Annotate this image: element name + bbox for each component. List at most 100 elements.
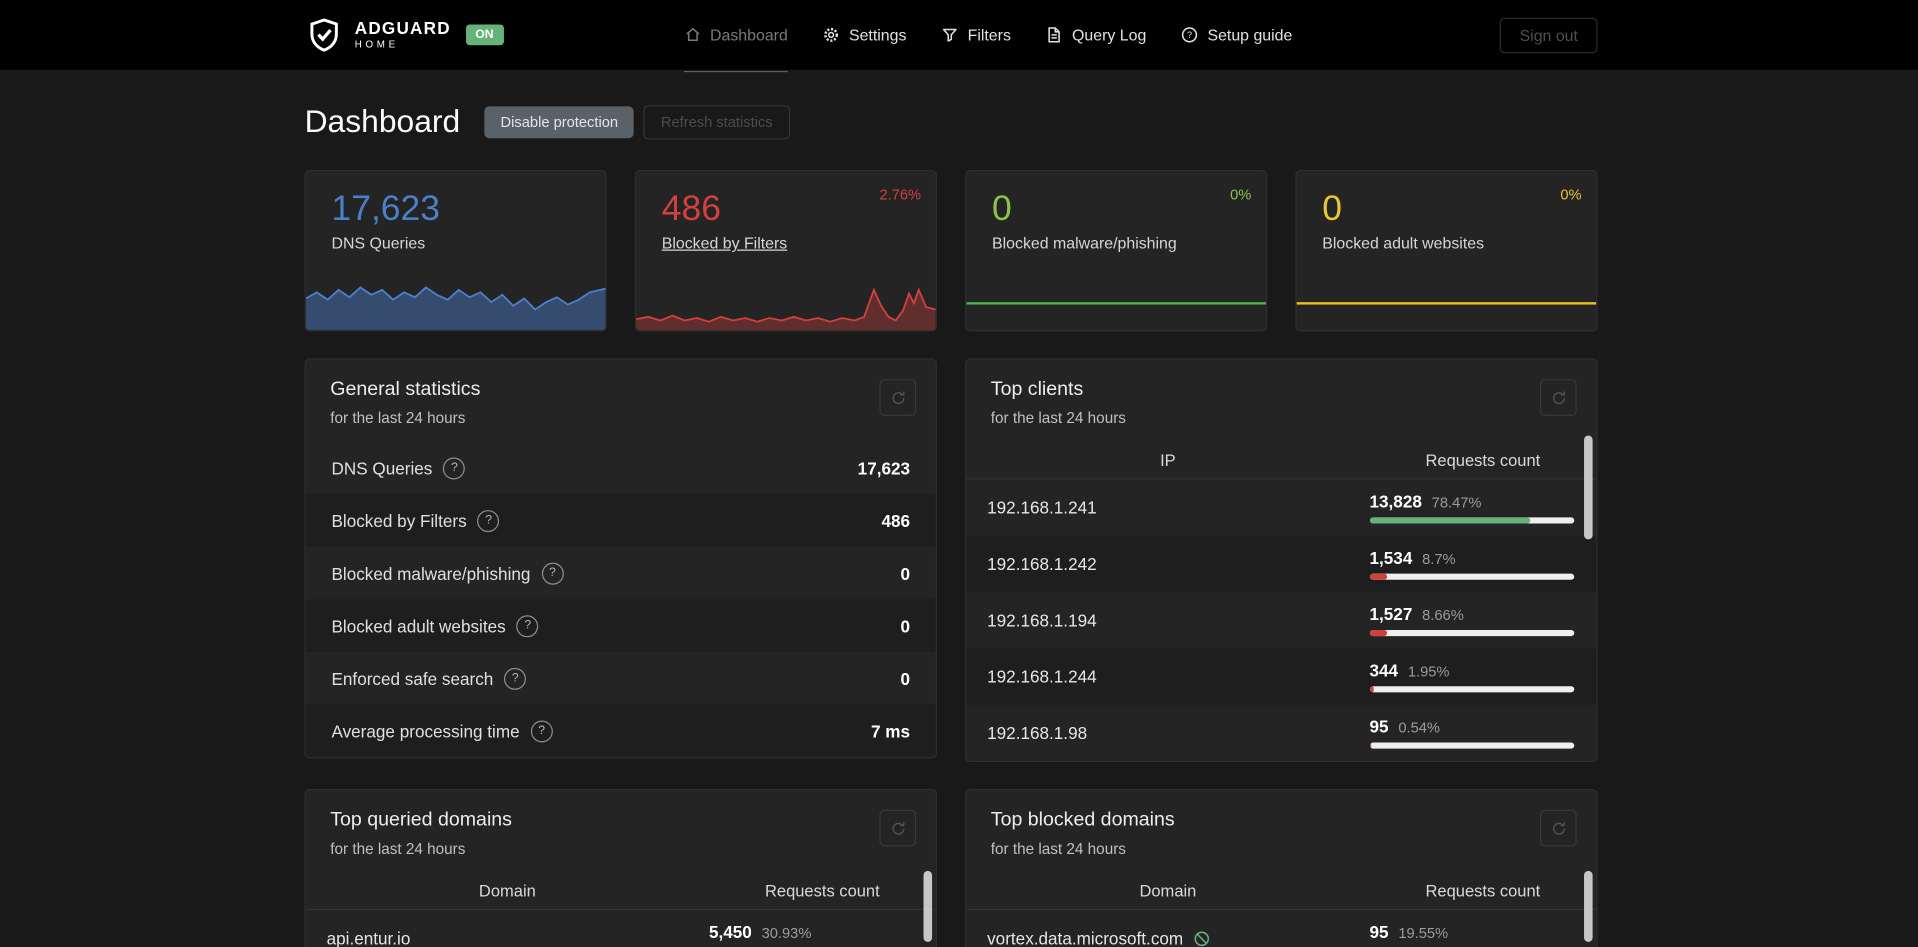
client-ip: 192.168.1.194 [987, 610, 1097, 630]
scrollbar-thumb[interactable] [1584, 870, 1593, 942]
refresh-icon [1552, 390, 1565, 404]
scrollbar-thumb[interactable] [923, 870, 933, 942]
nav-label: Dashboard [710, 25, 788, 45]
stat-card-dns-queries: 17,623 DNS Queries [304, 170, 607, 332]
progress-bar [1369, 742, 1575, 749]
table-row: 192.168.1.241 13,828 78.47% [966, 479, 1596, 535]
main-nav: Dashboard Settings Filters [683, 0, 1293, 73]
domain-name: vortex.data.microsoft.com [987, 928, 1184, 947]
panel-subtitle: for the last 24 hours [330, 409, 466, 427]
top-blocked-domains-table: vortex.data.microsoft.com 95 19.55% [966, 910, 1596, 947]
dns-queries-value: 17,623 [331, 189, 440, 229]
stat-card-blocked-adult: 0% 0 Blocked adult websites [1295, 170, 1598, 332]
progress-bar [1369, 686, 1575, 693]
blocked-filters-link[interactable]: Blocked by Filters [661, 233, 788, 252]
client-ip: 192.168.1.244 [987, 666, 1097, 687]
document-icon [1048, 27, 1061, 43]
filter-funnel-icon [942, 28, 957, 42]
help-icon[interactable]: ? [541, 562, 564, 585]
table-row: api.entur.io 5,450 30.93% [306, 910, 936, 947]
blocked-filters-sparkline-chart [636, 287, 936, 331]
blocked-malware-percent: 0% [1230, 185, 1252, 204]
nav-label: Filters [967, 25, 1011, 45]
sign-out-button[interactable]: Sign out [1500, 17, 1598, 53]
dns-queries-sparkline-chart [305, 286, 606, 331]
disable-protection-button[interactable]: Disable protection [484, 105, 634, 138]
blocked-circle-icon [1194, 930, 1210, 946]
nav-item-filters[interactable]: Filters [941, 0, 1011, 70]
blocked-adult-label: Blocked adult websites [1322, 233, 1485, 252]
table-header: Domain Requests count [305, 872, 936, 911]
svg-text:?: ? [1187, 30, 1192, 40]
table-row: DNS Queries ? 17,623 [331, 456, 911, 479]
top-navbar: ADGUARD HOME ON Dashboard Se [0, 0, 1918, 73]
blocked-adult-percent: 0% [1560, 185, 1582, 204]
blocked-adult-flatline-chart [1296, 302, 1597, 305]
progress-bar [1369, 517, 1575, 524]
help-icon[interactable]: ? [443, 456, 466, 479]
stat-card-blocked-malware: 0% 0 Blocked malware/phishing [965, 170, 1268, 332]
table-row: 192.168.1.194 1,527 8.66% [966, 592, 1596, 648]
domain-name: api.entur.io [326, 928, 411, 947]
nav-item-query-log[interactable]: Query Log [1045, 0, 1146, 70]
top-clients-panel: Top clients for the last 24 hours IP Req… [965, 358, 1598, 763]
table-row: Average processing time ? 7 ms [305, 704, 936, 758]
progress-bar [1369, 573, 1575, 580]
top-clients-table: 192.168.1.241 13,828 78.47% 192 [966, 479, 1597, 760]
protection-status-badge: ON [465, 24, 504, 46]
table-header: Domain Requests count [966, 872, 1597, 911]
help-icon[interactable]: ? [516, 614, 539, 637]
nav-item-settings[interactable]: Settings [822, 0, 906, 70]
client-ip: 192.168.1.242 [987, 554, 1097, 574]
panel-title: Top blocked domains [990, 809, 1175, 831]
gear-icon [824, 27, 839, 42]
help-icon[interactable]: ? [530, 719, 553, 742]
refresh-statistics-button[interactable]: Refresh statistics [643, 104, 790, 139]
blocked-malware-label: Blocked malware/phishing [992, 233, 1177, 252]
table-row: Blocked adult websites ? 0 [305, 599, 936, 652]
nav-item-dashboard[interactable]: Dashboard [683, 0, 788, 73]
table-row: 192.168.1.242 1,534 8.7% [966, 535, 1597, 593]
table-row: vortex.data.microsoft.com 95 19.55% [987, 922, 1449, 947]
refresh-icon-button[interactable] [879, 809, 917, 847]
panel-title: Top queried domains [330, 809, 512, 831]
refresh-icon-button[interactable] [1540, 379, 1577, 416]
top-queried-domains-table: api.entur.io 5,450 30.93% [306, 910, 936, 947]
refresh-icon-button[interactable] [879, 379, 917, 416]
client-ip: 192.168.1.241 [987, 497, 1097, 518]
blocked-malware-flatline-chart [966, 302, 1267, 305]
nav-label: Setup guide [1207, 25, 1293, 45]
nav-label: Settings [848, 25, 907, 45]
help-circle-icon: ? [1182, 27, 1198, 43]
adguard-home-logo[interactable]: ADGUARD HOME ON [305, 0, 504, 70]
blocked-filters-percent: 2.76% [879, 185, 922, 204]
table-row: Blocked malware/phishing ? 0 [331, 562, 911, 585]
help-icon[interactable]: ? [504, 667, 527, 690]
stat-cards-row: 17,623 DNS Queries 2.76% 486 Blocked by … [304, 170, 1598, 332]
blocked-adult-value: 0 [1322, 189, 1343, 229]
scrollbar-thumb[interactable] [1584, 435, 1593, 540]
table-row: Enforced safe search ? 0 [331, 667, 911, 690]
dashboard-page: Dashboard Disable protection Refresh sta… [304, 103, 1598, 947]
dashboard-icon [685, 27, 699, 41]
nav-label: Query Log [1072, 25, 1147, 45]
shield-check-icon [310, 17, 338, 52]
general-statistics-table: DNS Queries ? 17,623 Blocked by Filters … [305, 442, 936, 758]
general-statistics-panel: General statistics for the last 24 hours… [304, 358, 937, 759]
table-row: 192.168.1.244 344 1.95% [966, 648, 1597, 705]
help-icon[interactable]: ? [477, 509, 500, 532]
nav-item-setup-guide[interactable]: ? Setup guide [1181, 0, 1293, 70]
refresh-icon-button[interactable] [1540, 809, 1577, 847]
brand-subtitle: HOME [354, 39, 399, 51]
panel-subtitle: for the last 24 hours [990, 840, 1126, 858]
refresh-icon [1552, 821, 1565, 835]
refresh-icon [891, 390, 904, 404]
table-row: Blocked by Filters ? 486 [305, 494, 936, 547]
top-blocked-domains-panel: Top blocked domains for the last 24 hour… [965, 788, 1598, 947]
table-header: IP Requests count [966, 442, 1597, 480]
client-ip: 192.168.1.98 [987, 722, 1088, 743]
refresh-icon [891, 821, 904, 835]
progress-bar [1369, 629, 1575, 637]
brand-title: ADGUARD [354, 18, 451, 38]
